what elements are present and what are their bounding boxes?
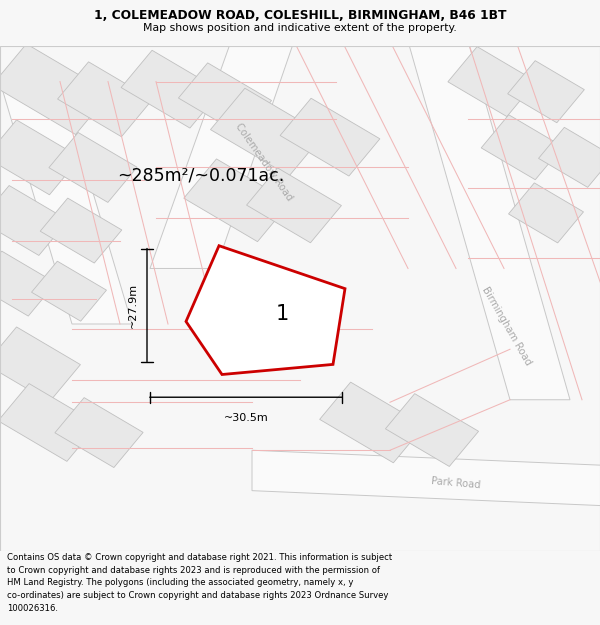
Polygon shape <box>0 251 56 316</box>
Polygon shape <box>186 246 345 374</box>
Text: Map shows position and indicative extent of the property.: Map shows position and indicative extent… <box>143 23 457 33</box>
Text: Contains OS data © Crown copyright and database right 2021. This information is : Contains OS data © Crown copyright and d… <box>7 552 392 613</box>
Polygon shape <box>0 120 80 195</box>
Polygon shape <box>0 327 80 402</box>
Polygon shape <box>509 183 583 243</box>
Polygon shape <box>178 63 272 136</box>
Polygon shape <box>481 115 563 180</box>
Polygon shape <box>184 159 290 242</box>
Polygon shape <box>211 88 323 176</box>
Polygon shape <box>539 127 600 188</box>
Text: Colemeadow Road: Colemeadow Road <box>233 122 295 203</box>
Text: ~285m²/~0.071ac.: ~285m²/~0.071ac. <box>117 166 284 184</box>
Polygon shape <box>408 41 570 400</box>
Polygon shape <box>320 382 424 463</box>
Polygon shape <box>121 50 221 128</box>
Polygon shape <box>0 384 98 461</box>
Polygon shape <box>385 394 479 466</box>
Text: ~27.9m: ~27.9m <box>128 282 138 328</box>
Text: Birmingham Road: Birmingham Road <box>481 286 533 368</box>
Polygon shape <box>49 132 137 202</box>
Polygon shape <box>247 168 341 242</box>
Polygon shape <box>252 450 600 506</box>
Polygon shape <box>280 98 380 176</box>
Text: 1, COLEMEADOW ROAD, COLESHILL, BIRMINGHAM, B46 1BT: 1, COLEMEADOW ROAD, COLESHILL, BIRMINGHA… <box>94 9 506 22</box>
Text: Park Road: Park Road <box>431 476 481 490</box>
Polygon shape <box>0 82 132 324</box>
Polygon shape <box>32 261 106 321</box>
Polygon shape <box>0 186 68 256</box>
Text: 1: 1 <box>275 304 289 324</box>
Polygon shape <box>448 47 536 116</box>
Text: ~30.5m: ~30.5m <box>224 413 268 423</box>
Polygon shape <box>508 61 584 122</box>
Polygon shape <box>40 198 122 263</box>
Polygon shape <box>0 44 110 134</box>
Polygon shape <box>55 398 143 468</box>
Polygon shape <box>58 62 152 137</box>
Polygon shape <box>150 41 294 269</box>
